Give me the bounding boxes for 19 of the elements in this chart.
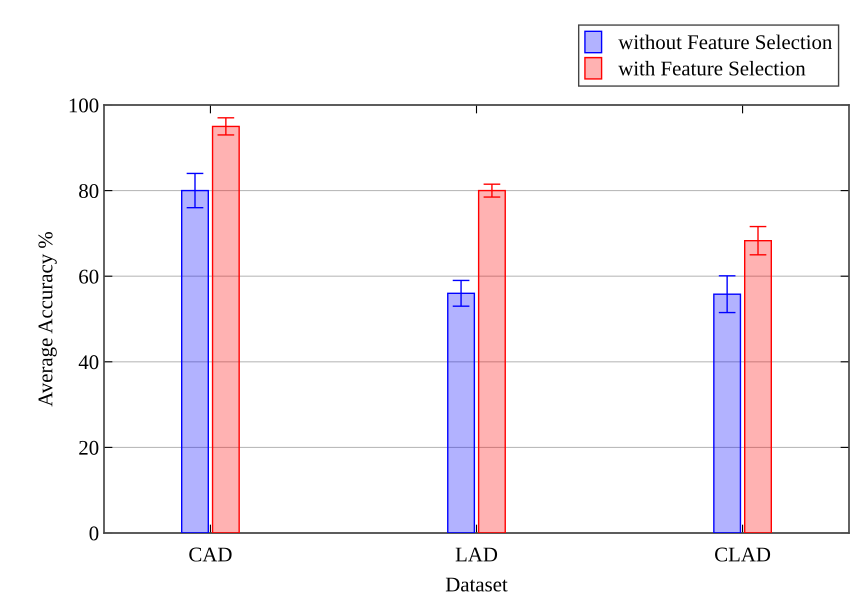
legend-label: with Feature Selection bbox=[618, 60, 806, 76]
x-tick-label: CLAD bbox=[715, 548, 770, 562]
bar bbox=[744, 240, 772, 533]
bar bbox=[181, 190, 209, 533]
y-tick-label: 80 bbox=[79, 184, 98, 198]
y-tick-label: 100 bbox=[70, 98, 98, 112]
y-tick-label: 20 bbox=[79, 440, 98, 455]
x-tick-label: LAD bbox=[456, 548, 498, 562]
y-tick-label: 0 bbox=[90, 526, 98, 540]
bar bbox=[713, 293, 742, 533]
x-axis-title: Dataset bbox=[446, 578, 508, 592]
x-tick-label: CAD bbox=[189, 548, 232, 562]
y-axis-title: Average Accuracy % bbox=[38, 232, 57, 407]
bar bbox=[212, 126, 240, 533]
y-tick-label: 40 bbox=[78, 355, 98, 370]
legend-label: without Feature Selection bbox=[618, 34, 832, 50]
y-tick-label: 60 bbox=[79, 270, 98, 284]
bar bbox=[447, 292, 476, 533]
bar bbox=[478, 190, 506, 533]
